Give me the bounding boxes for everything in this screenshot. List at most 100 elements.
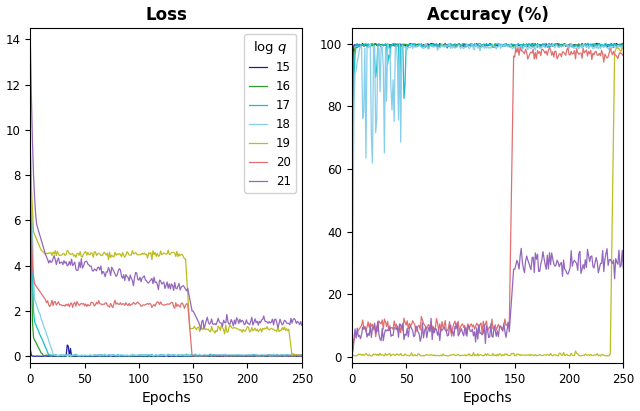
Line: 15: 15 — [352, 44, 623, 168]
17 — [620, 42, 627, 46]
Line: 21: 21 — [30, 39, 302, 330]
20 — [188, 353, 196, 358]
20 — [211, 353, 219, 358]
16 — [187, 353, 195, 358]
15 — [233, 354, 241, 359]
18 — [187, 353, 195, 358]
18 — [384, 41, 392, 46]
19 — [191, 324, 198, 329]
16 — [150, 353, 158, 358]
17 — [298, 353, 306, 358]
16 — [513, 43, 521, 48]
Line: 18: 18 — [30, 147, 302, 356]
18 — [348, 339, 356, 344]
19 — [473, 353, 481, 358]
19 — [230, 325, 238, 330]
20 — [620, 53, 627, 58]
21 — [620, 266, 627, 270]
18 — [473, 44, 481, 48]
17 — [26, 138, 34, 143]
15 — [152, 354, 160, 359]
Line: 20: 20 — [352, 47, 623, 357]
15 — [348, 165, 356, 170]
15 — [553, 42, 561, 46]
21 — [187, 303, 195, 308]
19 — [387, 353, 395, 358]
Line: 17: 17 — [30, 140, 302, 356]
19 — [532, 353, 540, 358]
21 — [553, 258, 561, 263]
17 — [191, 353, 198, 358]
21 — [348, 354, 356, 359]
17 — [211, 353, 219, 358]
20 — [454, 319, 462, 324]
16 — [191, 353, 199, 358]
Line: 19: 19 — [352, 47, 623, 356]
20 — [512, 45, 520, 50]
19 — [288, 353, 296, 358]
15 — [212, 354, 220, 359]
19 — [348, 353, 356, 358]
21 — [512, 263, 520, 268]
20 — [150, 302, 158, 307]
21 — [133, 270, 141, 275]
16 — [456, 41, 463, 46]
17 — [510, 42, 518, 47]
18 — [456, 43, 463, 48]
17 — [353, 41, 361, 46]
20 — [509, 121, 516, 126]
16 — [532, 44, 540, 48]
16 — [553, 42, 561, 47]
21 — [298, 323, 306, 328]
20 — [516, 45, 524, 50]
17 — [473, 43, 481, 48]
17 — [232, 353, 239, 358]
16 — [620, 44, 627, 49]
17 — [513, 44, 521, 48]
21 — [211, 321, 219, 326]
19 — [613, 45, 621, 50]
18 — [210, 353, 218, 358]
16 — [510, 44, 518, 49]
17 — [532, 42, 540, 47]
16 — [211, 353, 219, 358]
19 — [298, 353, 306, 358]
15 — [359, 41, 367, 46]
21 — [454, 333, 462, 338]
21 — [532, 257, 540, 262]
19 — [187, 326, 195, 331]
18 — [26, 145, 34, 150]
17 — [133, 353, 141, 358]
15 — [63, 343, 71, 348]
15 — [620, 44, 627, 49]
Line: 20: 20 — [30, 209, 302, 356]
15 — [473, 41, 481, 46]
21 — [232, 321, 239, 326]
21 — [26, 37, 34, 42]
17 — [553, 43, 561, 48]
Line: 18: 18 — [352, 44, 623, 342]
21 — [150, 275, 158, 279]
Line: 15: 15 — [30, 345, 302, 356]
Line: 16: 16 — [30, 179, 302, 356]
18 — [277, 353, 285, 358]
16 — [133, 353, 141, 358]
16 — [191, 353, 198, 358]
21 — [197, 327, 205, 332]
21 — [472, 339, 479, 344]
19 — [456, 353, 463, 358]
16 — [371, 41, 378, 46]
17 — [187, 352, 195, 357]
Title: Loss: Loss — [145, 6, 187, 23]
20 — [133, 300, 141, 305]
18 — [133, 353, 141, 358]
16 — [348, 276, 356, 281]
Title: Accuracy (%): Accuracy (%) — [427, 6, 548, 23]
17 — [456, 42, 463, 46]
18 — [553, 43, 561, 48]
19 — [133, 252, 141, 256]
15 — [133, 354, 141, 359]
18 — [191, 353, 198, 358]
18 — [532, 43, 540, 48]
20 — [191, 353, 199, 358]
